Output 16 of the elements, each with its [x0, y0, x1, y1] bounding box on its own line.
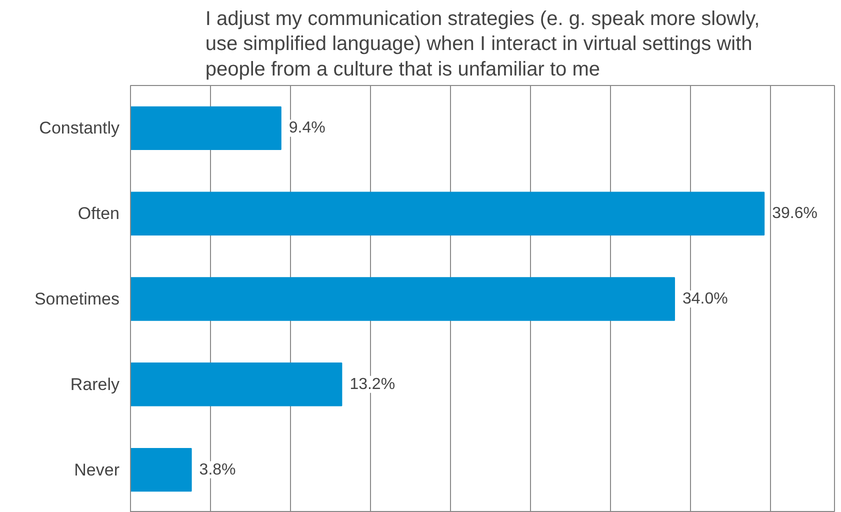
- bar: [130, 362, 342, 406]
- data-label: 3.8%: [199, 461, 236, 478]
- y-tick-label: Constantly: [39, 118, 120, 138]
- y-tick-label: Never: [74, 460, 120, 480]
- data-label: 39.6%: [772, 205, 818, 222]
- chart-title: I adjust my communication strategies (e. g. speak more slowly, use simplified language) when I interact in virtual settings with people from a culture that is unfamiliar to me: [205, 8, 760, 80]
- data-label: 9.4%: [288, 120, 326, 137]
- y-tick-label: Rarely: [70, 374, 120, 394]
- y-tick-label: Sometimes: [34, 290, 120, 308]
- bar: [130, 448, 192, 492]
- bar: [130, 192, 765, 236]
- data-label: 13.2%: [350, 376, 396, 393]
- data-label: 34.0%: [682, 290, 728, 308]
- y-tick-label: Often: [78, 204, 120, 224]
- bar: [130, 277, 675, 321]
- bar: [130, 106, 282, 150]
